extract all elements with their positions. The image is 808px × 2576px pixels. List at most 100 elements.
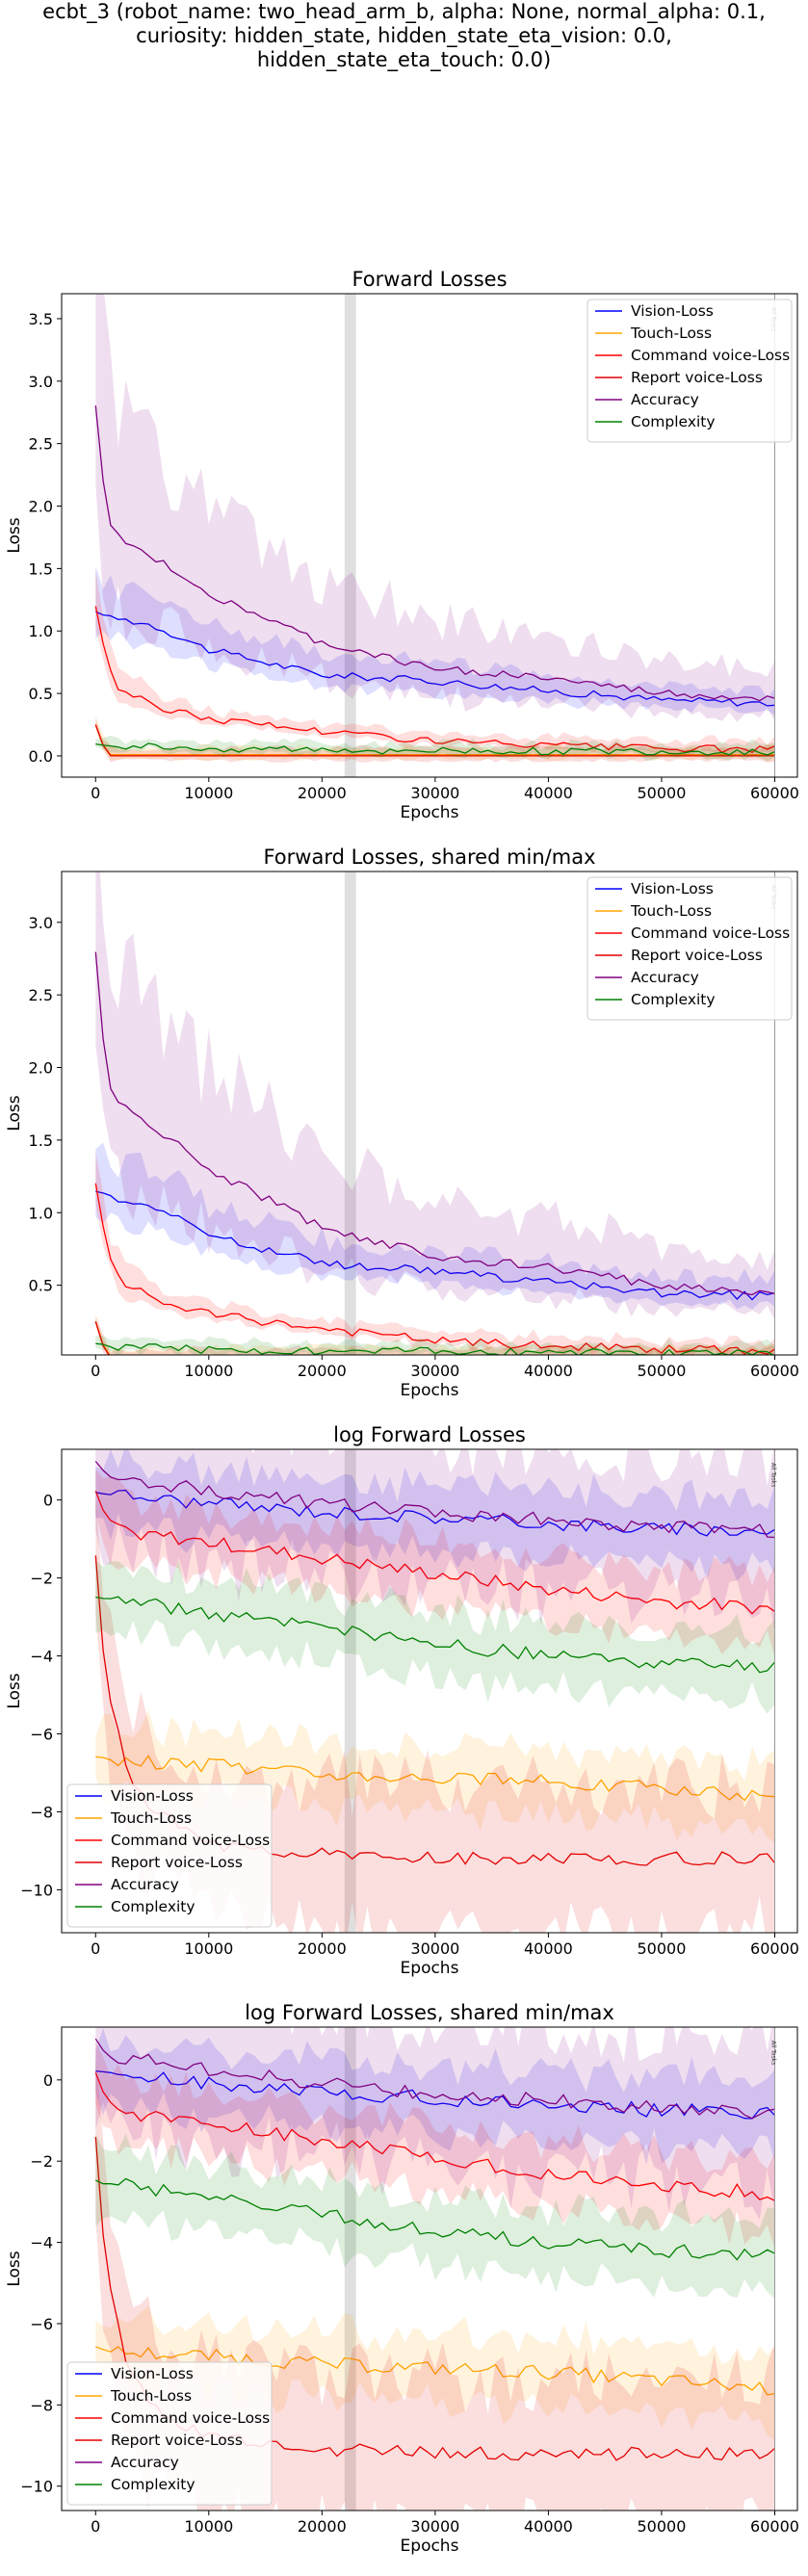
- legend-box: [66, 1783, 273, 1928]
- y-tick-label: 0.5: [29, 1277, 53, 1295]
- legend-label-command-voice-loss: Command voice-Loss: [111, 2409, 270, 2427]
- all-tasks-label: All Tasks: [769, 2041, 776, 2065]
- y-tick-label: 1.5: [29, 1132, 53, 1150]
- legend-label-report-voice-loss: Report voice-Loss: [631, 947, 763, 964]
- band-command-voice-loss: [95, 569, 775, 759]
- chart-title: log Forward Losses, shared min/max: [245, 2001, 614, 2024]
- series-line-command-voice-loss: [94, 1491, 775, 1615]
- x-tick-label: 50000: [638, 1939, 687, 1958]
- legend-label-vision-loss: Vision-Loss: [111, 2365, 194, 2382]
- y-tick-label: −2: [30, 2152, 53, 2171]
- band-command-voice-loss: [95, 1469, 775, 1657]
- y-tick-label: −4: [30, 2234, 53, 2252]
- legend-label-accuracy: Accuracy: [111, 1876, 179, 1893]
- legend-box: [66, 2361, 273, 2506]
- series-line-report-voice-loss: [94, 724, 775, 757]
- plot-frame: [61, 293, 798, 778]
- legend-label-command-voice-loss: Command voice-Loss: [631, 347, 790, 364]
- x-tick-label: 0: [91, 2517, 100, 2536]
- x-tick-label: 10000: [184, 1362, 233, 1380]
- legend-label-complexity: Complexity: [631, 991, 716, 1008]
- x-tick-label: 30000: [410, 2517, 459, 2536]
- x-tick-label: 60000: [750, 1939, 799, 1958]
- legend-label-touch-loss: Touch-Loss: [630, 902, 712, 920]
- y-tick-label: −6: [30, 2315, 53, 2333]
- y-tick-label: 3.0: [29, 373, 53, 391]
- legend-label-report-voice-loss: Report voice-Loss: [631, 369, 763, 386]
- marker-band: [344, 872, 356, 1355]
- legend: Vision-Loss Touch-Loss Command voice-Loss R…: [66, 1783, 273, 1928]
- legend-label-accuracy: Accuracy: [111, 2454, 179, 2471]
- legend-label-report-voice-loss: Report voice-Loss: [111, 2432, 243, 2449]
- y-tick-label: 2.0: [29, 498, 53, 516]
- marker-band: [344, 294, 356, 777]
- y-tick-label: −10: [20, 1881, 53, 1899]
- series-line-accuracy: [94, 1461, 775, 1539]
- legend: Vision-Loss Touch-Loss Command voice-Loss R…: [586, 876, 793, 1021]
- legend-label-complexity: Complexity: [631, 413, 716, 430]
- legend-label-touch-loss: Touch-Loss: [110, 1809, 192, 1827]
- band-command-voice-loss: [95, 2041, 775, 2250]
- legend-label-report-voice-loss: Report voice-Loss: [111, 1854, 243, 1871]
- series-line-touch-loss: [95, 2346, 775, 2396]
- x-tick-label: 10000: [184, 784, 233, 802]
- y-tick-label: 3.0: [29, 914, 53, 932]
- plot-frame: [61, 1448, 798, 1934]
- marker-band: [344, 2027, 356, 2511]
- y-tick-label: 2.0: [29, 1059, 53, 1078]
- series-line-vision-loss: [95, 611, 775, 707]
- x-tick-label: 60000: [750, 784, 799, 802]
- y-tick-label: 2.5: [29, 986, 53, 1004]
- x-tick-label: 50000: [638, 784, 687, 802]
- series-line-complexity: [95, 742, 775, 756]
- y-tick-label: 0: [43, 2071, 53, 2090]
- band-accuracy: [95, 1449, 775, 1633]
- legend-label-complexity: Complexity: [111, 1898, 195, 1915]
- plot-frame: [61, 2026, 798, 2511]
- series-line-command-voice-loss: [94, 606, 775, 754]
- x-axis-label: Epochs: [401, 1381, 459, 1400]
- y-axis-label: Loss: [5, 1673, 24, 1708]
- x-tick-label: 40000: [524, 1362, 573, 1380]
- x-tick-label: 60000: [750, 2517, 799, 2536]
- y-tick-label: 1.5: [29, 559, 53, 578]
- plot-area: [94, 294, 775, 777]
- series-line-complexity: [95, 1596, 775, 1674]
- legend: Vision-Loss Touch-Loss Command voice-Loss R…: [66, 2361, 273, 2506]
- x-tick-label: 50000: [638, 1362, 687, 1380]
- figure-title-line-3: hidden_state_eta_touch: 0.0): [256, 48, 552, 71]
- y-tick-label: 0.5: [29, 685, 53, 703]
- legend-label-complexity: Complexity: [111, 2476, 195, 2493]
- y-tick-label: −8: [30, 2396, 53, 2414]
- figure-title-line-2: curiosity: hidden_state, hidden_state_et…: [136, 24, 672, 47]
- y-tick-label: −2: [30, 1570, 53, 1588]
- y-tick-label: 2.5: [29, 435, 53, 454]
- band-complexity: [95, 1335, 775, 1355]
- x-axis-label: Epochs: [401, 1959, 459, 1978]
- x-tick-label: 10000: [184, 2517, 233, 2536]
- legend-label-command-voice-loss: Command voice-Loss: [111, 1832, 270, 1849]
- band-complexity: [95, 1559, 775, 1714]
- chart-log-forward-losses: log Forward Losses All Tasks 0 10000 20000 30…: [5, 1423, 799, 1978]
- legend-label-vision-loss: Vision-Loss: [631, 880, 714, 898]
- y-tick-label: 1.0: [29, 622, 53, 640]
- legend-label-vision-loss: Vision-Loss: [631, 302, 714, 320]
- marker-band: [344, 1449, 356, 1933]
- plot-frame: [61, 871, 798, 1356]
- x-axis-label: Epochs: [401, 803, 459, 822]
- chart-title: Forward Losses: [352, 268, 507, 291]
- band-vision-loss: [95, 1142, 775, 1310]
- series-line-touch-loss: [95, 1755, 775, 1802]
- x-tick-label: 20000: [298, 1362, 347, 1380]
- x-tick-label: 0: [91, 784, 100, 802]
- band-report-voice-loss: [95, 717, 775, 763]
- y-tick-label: 1.0: [29, 1204, 53, 1222]
- series-line-vision-loss: [95, 2070, 775, 2120]
- series-line-touch-loss: [94, 724, 775, 756]
- chart-log-forward-losses-shared: log Forward Losses, shared min/max All Ta…: [5, 2001, 799, 2556]
- series-line-complexity: [95, 2177, 775, 2261]
- x-tick-label: 10000: [184, 1939, 233, 1958]
- y-tick-label: 0: [43, 1492, 53, 1510]
- legend-label-vision-loss: Vision-Loss: [111, 1787, 194, 1805]
